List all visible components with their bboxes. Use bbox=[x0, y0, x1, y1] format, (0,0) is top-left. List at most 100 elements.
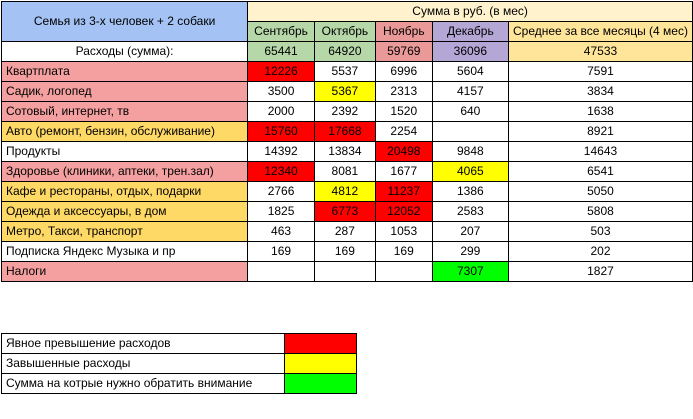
category-label: Подписка Яндекс Музыка и пр bbox=[0, 241, 249, 262]
category-label: Здоровье (клиники, аптеки, трен.зал) bbox=[0, 161, 249, 182]
table-row: Авто (ремонт, бензин, обслуживание) 1576… bbox=[0, 121, 693, 142]
table-row: Подписка Яндекс Музыка и пр 169 169 169 … bbox=[0, 241, 693, 262]
value-cell: 3500 bbox=[247, 81, 315, 102]
table-row: Садик, логопед 3500 5367 2313 4157 3834 bbox=[0, 81, 693, 102]
value-cell bbox=[374, 261, 433, 282]
total-cell: 59769 bbox=[374, 41, 433, 62]
value-cell: 20498 bbox=[374, 141, 433, 162]
category-label: Авто (ремонт, бензин, обслуживание) bbox=[0, 121, 249, 142]
value-cell: 14643 bbox=[507, 141, 693, 162]
average-header: Среднее за все месяцы (4 мес) bbox=[507, 21, 693, 42]
table-row: Одежда и аксессуары, в дом 1825 6773 120… bbox=[0, 201, 693, 222]
category-label: Сотовый, интернет, тв bbox=[0, 101, 249, 122]
category-label: Налоги bbox=[0, 261, 249, 282]
table-row: Продукты 14392 13834 20498 9848 14643 bbox=[0, 141, 693, 162]
legend-label: Явное превышение расходов bbox=[1, 333, 285, 354]
value-cell: 2392 bbox=[313, 101, 376, 122]
category-label: Квартплата bbox=[0, 61, 249, 82]
value-cell: 13834 bbox=[313, 141, 376, 162]
legend-row: Явное превышение расходов bbox=[1, 333, 357, 354]
value-cell: 287 bbox=[313, 221, 376, 242]
value-cell: 2766 bbox=[247, 181, 315, 202]
value-cell: 4812 bbox=[313, 181, 376, 202]
value-cell: 640 bbox=[431, 101, 509, 122]
value-cell: 5050 bbox=[507, 181, 693, 202]
legend-label: Завышенные расходы bbox=[1, 353, 285, 374]
value-cell: 7591 bbox=[507, 61, 693, 82]
value-cell: 1827 bbox=[507, 261, 693, 282]
legend-swatch bbox=[284, 333, 357, 354]
value-cell: 6773 bbox=[313, 201, 376, 222]
table-row: Квартплата 12226 5537 6996 5604 7591 bbox=[0, 61, 693, 82]
legend-row: Сумма на котрые нужно обратить внимание bbox=[1, 373, 357, 394]
value-cell: 5537 bbox=[313, 61, 376, 82]
category-label: Одежда и аксессуары, в дом bbox=[0, 201, 249, 222]
value-cell: 2583 bbox=[431, 201, 509, 222]
value-cell: 1386 bbox=[431, 181, 509, 202]
month-header: Декабрь bbox=[431, 21, 509, 42]
value-cell: 169 bbox=[374, 241, 433, 262]
value-cell: 1638 bbox=[507, 101, 693, 122]
value-cell: 2254 bbox=[374, 121, 433, 142]
value-cell: 463 bbox=[247, 221, 315, 242]
table-title: Семья из 3-х человек + 2 собаки bbox=[0, 1, 249, 42]
value-cell: 8921 bbox=[507, 121, 693, 142]
value-cell: 12340 bbox=[247, 161, 315, 182]
value-cell: 207 bbox=[431, 221, 509, 242]
total-cell: 65441 bbox=[247, 41, 315, 62]
value-cell: 6541 bbox=[507, 161, 693, 182]
category-label: Кафе и рестораны, отдых, подарки bbox=[0, 181, 249, 202]
value-cell: 4157 bbox=[431, 81, 509, 102]
legend-swatch bbox=[284, 373, 357, 394]
value-cell: 5604 bbox=[431, 61, 509, 82]
value-cell bbox=[431, 121, 509, 142]
value-cell: 3834 bbox=[507, 81, 693, 102]
totals-label: Расходы (сумма): bbox=[0, 41, 249, 62]
value-cell: 14392 bbox=[247, 141, 315, 162]
table-row: Метро, Такси, транспорт 463 287 1053 207… bbox=[0, 221, 693, 242]
total-cell: 36096 bbox=[431, 41, 509, 62]
value-cell: 5367 bbox=[313, 81, 376, 102]
value-cell: 9848 bbox=[431, 141, 509, 162]
value-cell: 17668 bbox=[313, 121, 376, 142]
value-cell: 12226 bbox=[247, 61, 315, 82]
value-cell: 2313 bbox=[374, 81, 433, 102]
legend-row: Завышенные расходы bbox=[1, 353, 357, 374]
value-cell: 11237 bbox=[374, 181, 433, 202]
totals-row: Расходы (сумма): 65441 64920 59769 36096… bbox=[0, 41, 693, 62]
value-cell: 8081 bbox=[313, 161, 376, 182]
value-cell: 6996 bbox=[374, 61, 433, 82]
month-header: Октябрь bbox=[313, 21, 376, 42]
value-cell: 202 bbox=[507, 241, 693, 262]
value-cell: 7307 bbox=[431, 261, 509, 282]
category-label: Продукты bbox=[0, 141, 249, 162]
value-cell: 503 bbox=[507, 221, 693, 242]
value-cell: 2000 bbox=[247, 101, 315, 122]
category-label: Метро, Такси, транспорт bbox=[0, 221, 249, 242]
value-cell: 1053 bbox=[374, 221, 433, 242]
table-row: Здоровье (клиники, аптеки, трен.зал) 123… bbox=[0, 161, 693, 182]
table-row: Кафе и рестораны, отдых, подарки 2766 48… bbox=[0, 181, 693, 202]
expenses-table: Семья из 3-х человек + 2 собаки Сумма в … bbox=[0, 1, 693, 282]
table-row: Сотовый, интернет, тв 2000 2392 1520 640… bbox=[0, 101, 693, 122]
value-cell: 5808 bbox=[507, 201, 693, 222]
category-label: Садик, логопед bbox=[0, 81, 249, 102]
value-cell: 169 bbox=[313, 241, 376, 262]
month-header: Ноябрь bbox=[374, 21, 433, 42]
value-cell: 1825 bbox=[247, 201, 315, 222]
total-cell: 64920 bbox=[313, 41, 376, 62]
month-header: Сентябрь bbox=[247, 21, 315, 42]
value-cell: 12052 bbox=[374, 201, 433, 222]
legend-label: Сумма на котрые нужно обратить внимание bbox=[1, 373, 285, 394]
value-cell bbox=[313, 261, 376, 282]
value-cell: 1677 bbox=[374, 161, 433, 182]
value-cell: 15760 bbox=[247, 121, 315, 142]
color-legend: Явное превышение расходов Завышенные рас… bbox=[1, 333, 357, 394]
value-cell: 1520 bbox=[374, 101, 433, 122]
value-cell: 4065 bbox=[431, 161, 509, 182]
value-cell: 169 bbox=[247, 241, 315, 262]
value-cell bbox=[247, 261, 315, 282]
sum-header: Сумма в руб. (в мес) bbox=[247, 1, 693, 22]
header-row-2: Сентябрь Октябрь Ноябрь Декабрь Среднее … bbox=[2, 21, 693, 42]
